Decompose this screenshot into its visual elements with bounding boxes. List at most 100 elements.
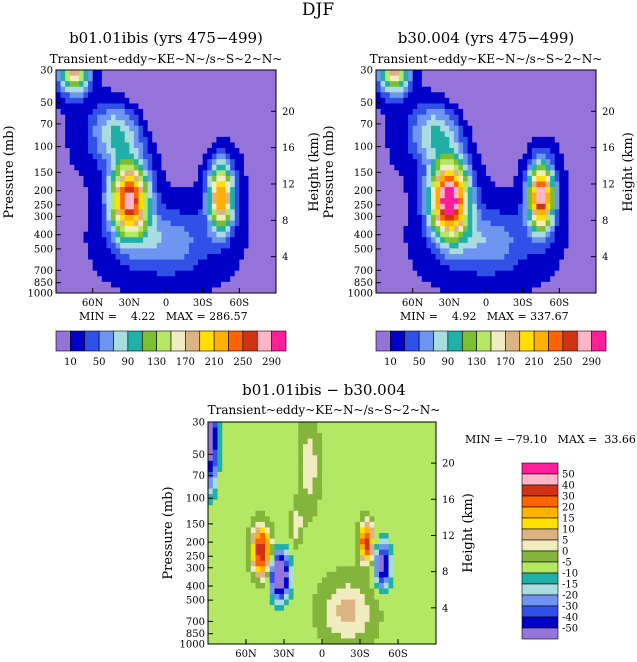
- contour-cell: [393, 433, 399, 440]
- contour-cell: [193, 220, 199, 227]
- contour-cell: [179, 103, 185, 110]
- y2-tick-label: 20: [602, 107, 615, 118]
- contour-cell: [467, 220, 473, 227]
- contour-cell: [504, 192, 510, 199]
- contour-cell: [476, 226, 482, 233]
- contour-cell: [490, 81, 496, 88]
- contour-cell: [402, 516, 408, 523]
- contour-cell: [421, 109, 427, 116]
- contour-cell: [88, 70, 94, 76]
- contour-cell: [78, 187, 84, 194]
- contour-cell: [440, 276, 446, 283]
- contour-cell: [212, 499, 218, 506]
- contour-cell: [345, 527, 351, 534]
- contour-cell: [444, 175, 450, 182]
- contour-cell: [69, 159, 75, 166]
- contour-cell: [559, 136, 565, 143]
- contour-cell: [467, 248, 473, 255]
- contour-cell: [97, 131, 103, 138]
- contour-cell: [426, 198, 432, 205]
- contour-cell: [513, 181, 519, 188]
- contour-cell: [417, 148, 423, 155]
- contour-cell: [216, 231, 222, 238]
- contour-cell: [198, 203, 204, 210]
- contour-cell: [239, 276, 245, 283]
- contour-cell: [379, 510, 385, 517]
- contour-cell: [541, 287, 546, 294]
- contour-cell: [156, 125, 162, 132]
- contour-cell: [518, 81, 524, 88]
- contour-cell: [92, 198, 98, 205]
- contour-cell: [152, 265, 158, 272]
- contour-cell: [402, 494, 408, 501]
- contour-cell: [541, 75, 546, 82]
- contour-cell: [577, 281, 583, 288]
- contour-cell: [536, 192, 542, 199]
- contour-cell: [449, 120, 455, 127]
- contour-cell: [216, 120, 222, 127]
- contour-cell: [231, 438, 237, 445]
- contour-cell: [78, 86, 84, 93]
- contour-cell: [513, 242, 519, 249]
- contour-cell: [78, 92, 84, 99]
- contour-cell: [74, 148, 80, 155]
- contour-cell: [412, 444, 418, 451]
- contour-cell: [243, 281, 249, 288]
- contour-cell: [380, 97, 386, 104]
- contour-cell: [522, 103, 528, 110]
- contour-cell: [582, 159, 588, 166]
- contour-cell: [531, 159, 537, 166]
- contour-cell: [463, 259, 469, 266]
- contour-cell: [129, 86, 135, 93]
- contour-cell: [591, 287, 597, 294]
- contour-cell: [499, 103, 505, 110]
- contour-cell: [101, 120, 107, 127]
- contour-cell: [341, 455, 347, 462]
- contour-cell: [106, 159, 112, 166]
- contour-cell: [472, 253, 478, 260]
- contour-cell: [138, 86, 144, 93]
- contour-cell: [115, 125, 121, 132]
- contour-cell: [156, 181, 162, 188]
- contour-cell: [257, 198, 263, 205]
- contour-cell: [444, 192, 450, 199]
- contour-cell: [255, 427, 261, 434]
- contour-cell: [417, 259, 423, 266]
- contour-cell: [65, 198, 71, 205]
- contour-cell: [69, 209, 75, 216]
- contour-cell: [440, 70, 446, 76]
- contour-cell: [369, 516, 375, 523]
- contour-cell: [92, 192, 98, 199]
- contour-cell: [379, 516, 385, 523]
- contour-cell: [559, 187, 565, 194]
- contour-cell: [170, 86, 176, 93]
- contour-cell: [188, 114, 194, 121]
- contour-cell: [453, 148, 459, 155]
- contour-cell: [389, 114, 395, 121]
- contour-cell: [271, 231, 277, 238]
- contour-cell: [207, 198, 213, 205]
- contour-cell: [417, 164, 423, 171]
- contour-cell: [257, 86, 263, 93]
- contour-cell: [421, 231, 427, 238]
- contour-cell: [260, 460, 266, 467]
- contour-cell: [60, 103, 66, 110]
- contour-cell: [193, 92, 199, 99]
- contour-cell: [513, 253, 519, 260]
- contour-cell: [508, 109, 514, 116]
- contour-cell: [56, 86, 61, 93]
- contour-cell: [412, 86, 418, 93]
- contour-cell: [265, 455, 271, 462]
- contour-cell: [582, 142, 588, 149]
- contour-cell: [111, 70, 116, 76]
- contour-cell: [88, 92, 94, 99]
- contour-cell: [225, 109, 231, 116]
- contour-cell: [202, 287, 208, 294]
- contour-cell: [262, 86, 268, 93]
- contour-cell: [385, 114, 391, 121]
- contour-cell: [591, 281, 597, 288]
- contour-cell: [449, 220, 455, 227]
- contour-cell: [568, 109, 574, 116]
- contour-cell: [253, 170, 259, 177]
- contour-cell: [138, 81, 144, 88]
